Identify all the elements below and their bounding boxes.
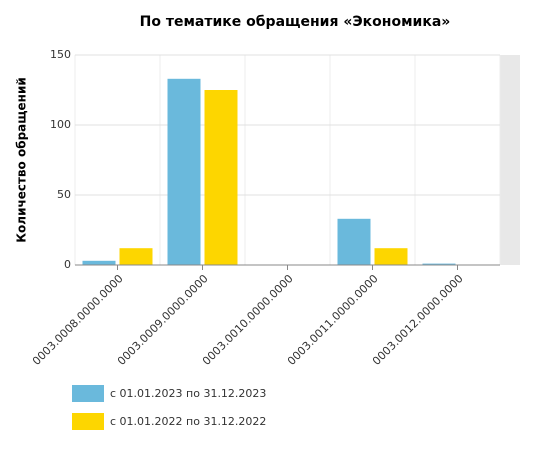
legend-label: с 01.01.2023 по 31.12.2023: [110, 387, 266, 400]
bar: [337, 218, 371, 265]
x-tick-label: 0003.0012.0000.0000: [370, 272, 466, 368]
bar: [204, 90, 238, 265]
bar: [167, 78, 201, 265]
legend-swatch: [72, 385, 104, 402]
y-axis-label: Количество обращений: [15, 77, 29, 243]
bar: [374, 248, 408, 265]
x-tick-label: 0003.0009.0000.0000: [115, 272, 211, 368]
y-tick-label: 150: [50, 48, 71, 61]
bar: [82, 260, 116, 265]
legend-swatch: [72, 413, 104, 430]
chart-title: По тематике обращения «Экономика»: [140, 14, 451, 30]
bar: [119, 248, 153, 265]
x-tick-label: 0003.0010.0000.0000: [200, 272, 296, 368]
plot-edge: [500, 55, 520, 265]
bar: [422, 263, 456, 265]
y-tick-label: 0: [64, 258, 71, 271]
x-tick-label: 0003.0011.0000.0000: [285, 272, 381, 368]
x-tick-label: 0003.0008.0000.0000: [30, 272, 126, 368]
legend-label: с 01.01.2022 по 31.12.2022: [110, 415, 266, 428]
y-tick-label: 50: [57, 188, 71, 201]
y-tick-label: 100: [50, 118, 71, 131]
